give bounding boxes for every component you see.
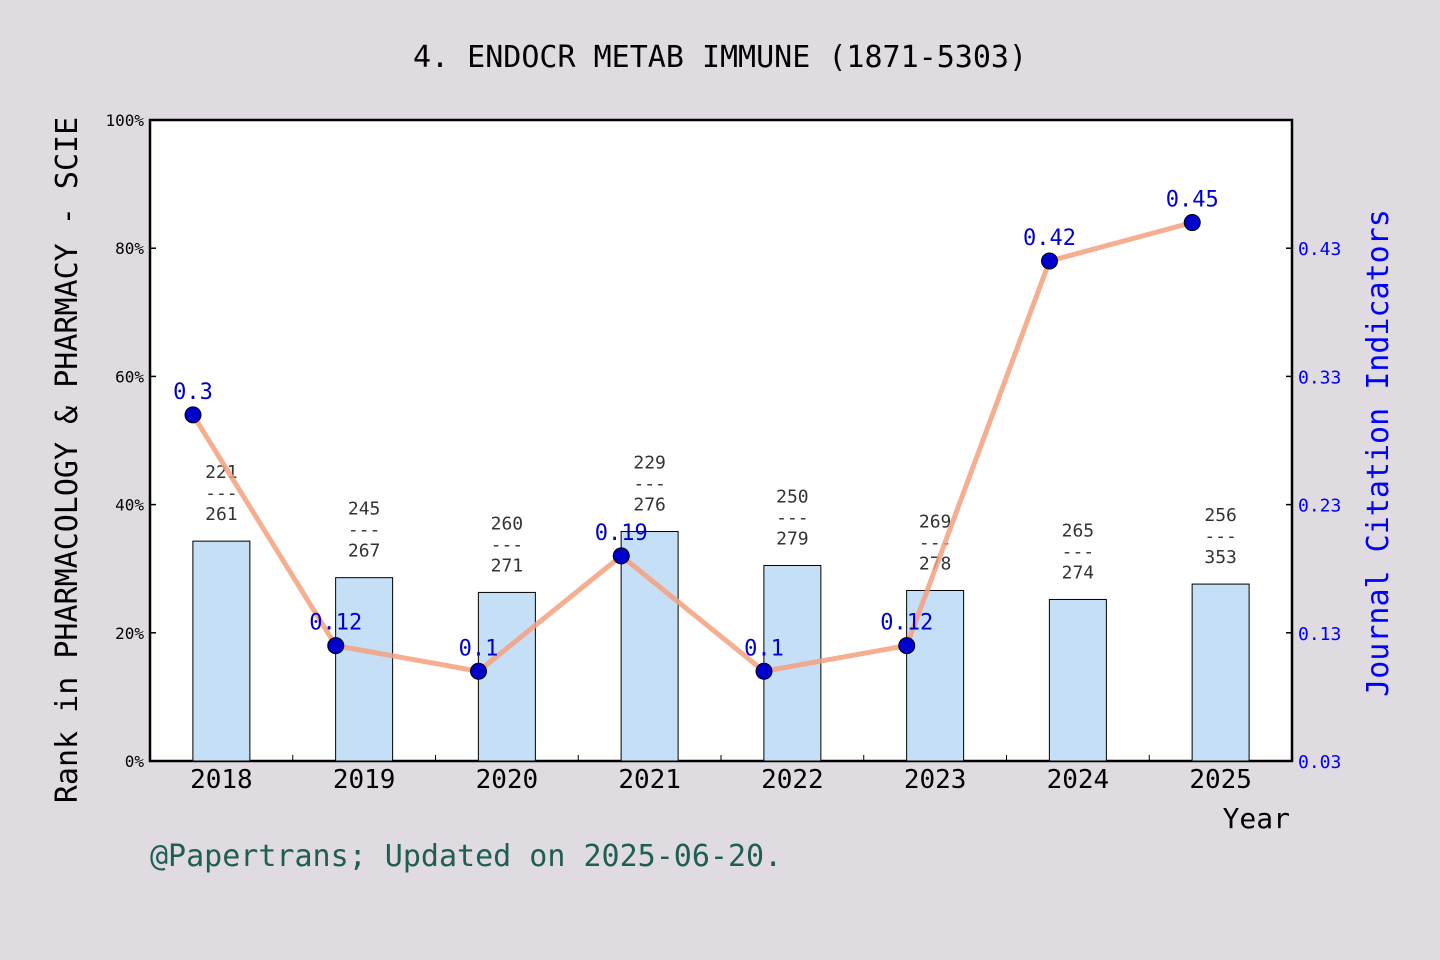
jci-label-2025: 0.45 [1166, 188, 1219, 213]
x-tick-label-2021: 2021 [618, 765, 681, 795]
total-label-2019: 267 [348, 541, 381, 562]
rank-separator-2021: --- [633, 474, 666, 495]
x-tick-label-2024: 2024 [1047, 765, 1110, 795]
jci-point-2020 [471, 663, 487, 679]
x-tick-label-2023: 2023 [904, 765, 967, 795]
x-tick-label-2025: 2025 [1189, 765, 1252, 795]
rank-label-2024: 265 [1062, 520, 1095, 541]
left-tick-label: 20% [115, 624, 144, 643]
right-axis-title: Journal Citation Indicators [1361, 209, 1396, 697]
left-tick-label: 80% [115, 239, 144, 258]
x-tick-label-2022: 2022 [761, 765, 824, 795]
bar-2019 [336, 578, 393, 761]
bar-2024 [1049, 599, 1106, 761]
rank-label-2021: 229 [633, 453, 666, 474]
rank-label-2019: 245 [348, 499, 381, 520]
bar-2018 [193, 541, 250, 761]
total-label-2021: 276 [633, 495, 666, 516]
left-tick-label: 40% [115, 496, 144, 515]
rank-label-2025: 256 [1204, 505, 1237, 526]
jci-point-2025 [1184, 215, 1200, 231]
jci-label-2023: 0.12 [880, 611, 933, 636]
total-label-2018: 261 [205, 504, 238, 525]
jci-label-2024: 0.42 [1023, 226, 1076, 251]
bar-2021 [621, 532, 678, 761]
jci-point-2021 [613, 548, 629, 564]
rank-separator-2020: --- [491, 534, 524, 555]
jci-point-2018 [185, 407, 201, 423]
left-axis-title: Rank in PHARMACOLOGY & PHARMACY - SCIE [50, 117, 85, 803]
plot-area [150, 120, 1292, 761]
left-axis-ticks: 0% 20% 40% 60% 80% 100% [105, 111, 156, 771]
rank-label-2023: 269 [919, 511, 952, 532]
jci-point-2019 [328, 638, 344, 654]
rank-label-2020: 260 [491, 513, 524, 534]
rank-separator-2024: --- [1062, 541, 1095, 562]
left-tick-label: 0% [125, 752, 145, 771]
rank-separator-2022: --- [776, 507, 809, 528]
jci-label-2022: 0.1 [744, 636, 784, 661]
total-label-2025: 353 [1204, 547, 1237, 568]
jci-point-2024 [1042, 253, 1058, 269]
right-tick-label: 0.33 [1298, 367, 1341, 388]
total-label-2020: 271 [491, 555, 524, 576]
left-tick-label: 100% [105, 111, 144, 130]
rank-separator-2025: --- [1204, 526, 1237, 547]
jci-label-2020: 0.1 [459, 636, 499, 661]
x-tick-label-2019: 2019 [333, 765, 396, 795]
right-tick-label: 0.23 [1298, 496, 1341, 517]
right-axis-ticks: 0.03 0.13 0.23 0.33 0.43 [1286, 239, 1341, 773]
right-tick-label: 0.43 [1298, 239, 1341, 260]
footer-credit: @Papertrans; Updated on 2025-06-20. [150, 839, 782, 874]
rank-label-2022: 250 [776, 486, 809, 507]
rank-separator-2018: --- [205, 483, 238, 504]
jci-point-2022 [756, 663, 772, 679]
rank-separator-2019: --- [348, 520, 381, 541]
x-tick-label-2018: 2018 [190, 765, 253, 795]
right-tick-label: 0.13 [1298, 624, 1341, 645]
x-tick-label-2020: 2020 [476, 765, 539, 795]
total-label-2024: 274 [1062, 562, 1095, 583]
x-axis-title: Year [1223, 802, 1290, 835]
jci-point-2023 [899, 638, 915, 654]
jci-label-2018: 0.3 [173, 380, 213, 405]
left-tick-label: 60% [115, 367, 144, 386]
chart-title: 4. ENDOCR METAB IMMUNE (1871-5303) [413, 40, 1027, 75]
bar-2020 [478, 592, 535, 761]
bar-2025 [1192, 584, 1249, 761]
right-tick-label: 0.03 [1298, 752, 1341, 773]
total-label-2022: 279 [776, 528, 809, 549]
jci-label-2019: 0.12 [309, 611, 362, 636]
jci-label-2021: 0.19 [595, 521, 648, 546]
